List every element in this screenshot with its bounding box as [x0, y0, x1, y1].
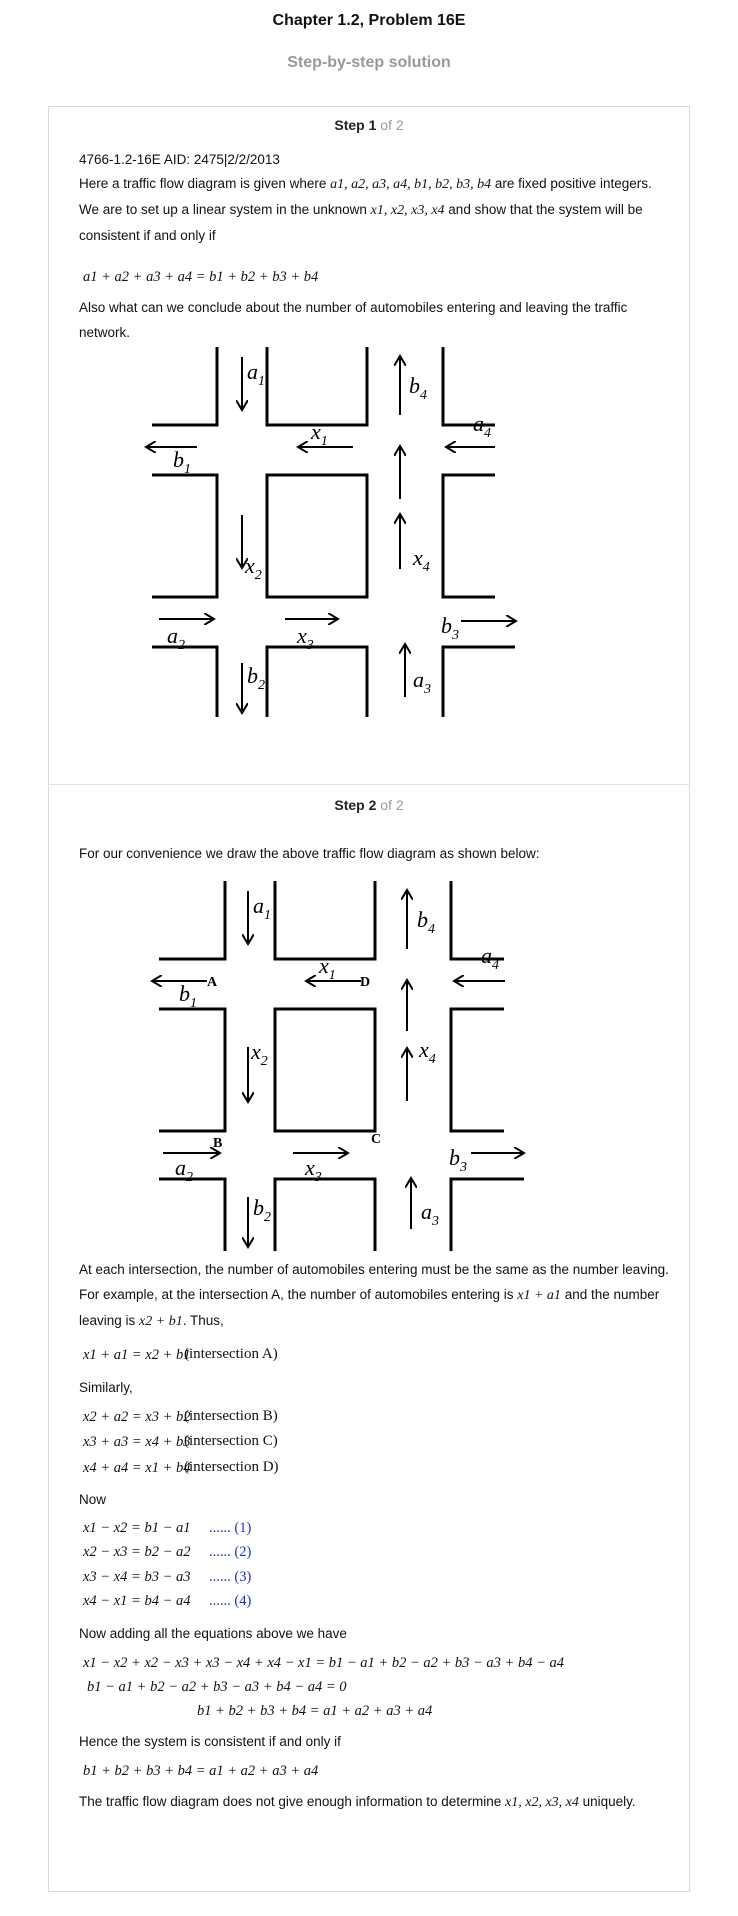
- label-x2: x2: [244, 553, 262, 583]
- traffic-flow-diagram: a1 b4 a4 x1 b1 x2 x4 a2 x3 b3 b2 a3: [75, 347, 535, 717]
- step-1-count: of 2: [380, 117, 404, 133]
- label2-x3: x3: [304, 1155, 322, 1185]
- flow-arrows-2: [153, 891, 523, 1246]
- equation-2-number: ...... (2): [209, 1544, 252, 1560]
- equation-2: x2 − x3 = b2 − a2: [83, 1544, 191, 1560]
- step-1-aid: 4766-1.2-16E AID: 2475|2/2/2013: [79, 152, 280, 167]
- step-2-card: Step 2 of 2 For our convenience we draw …: [48, 784, 690, 1892]
- step-2-intro: For our convenience we draw the above tr…: [79, 846, 540, 861]
- step-1-question: Also what can we conclude about the numb…: [79, 300, 628, 340]
- label2-x4: x4: [418, 1037, 436, 1067]
- unknowns: x1, x2, x3, x4: [370, 203, 445, 218]
- solution-subtitle: Step-by-step solution: [287, 54, 451, 71]
- label-b1: b1: [173, 447, 191, 477]
- hence-text: Hence the system is consistent if and on…: [79, 1734, 341, 1749]
- flow-arrows: [147, 357, 515, 712]
- equation-3-number: ...... (3): [209, 1569, 252, 1585]
- label-b4: b4: [409, 373, 427, 403]
- step-2-heading: Step 2 of 2: [49, 797, 689, 813]
- label-x4: x4: [412, 545, 430, 575]
- intersection-D: D: [360, 975, 370, 990]
- conclusion-unknowns: x1, x2, x3, x4: [505, 1795, 579, 1810]
- equation-1-number: ...... (1): [209, 1520, 252, 1536]
- equation-B-note: (intersection B): [184, 1408, 278, 1424]
- label2-a4: a4: [481, 943, 499, 973]
- label2-b4: b4: [417, 907, 435, 937]
- label-a1: a1: [247, 359, 265, 389]
- equation-4-number: ...... (4): [209, 1593, 252, 1609]
- step-2-count: of 2: [380, 797, 404, 813]
- label2-a2: a2: [175, 1155, 193, 1185]
- equation-D: x4 + a4 = x1 + b4: [83, 1460, 191, 1476]
- equation-C-note: (intersection C): [184, 1433, 278, 1449]
- consistency-condition: a1 + a2 + a3 + a4 = b1 + b2 + b3 + b4: [83, 269, 319, 285]
- traffic-flow-diagram-labeled: a1 b4 a4 x1 b1 x2 x4 a2 x3 b3 b2 a3 A B …: [79, 881, 559, 1251]
- similarly-text: Similarly,: [79, 1380, 133, 1395]
- equation-3: x3 − x4 = b3 − a3: [83, 1569, 191, 1585]
- step-1-intro: Here a traffic flow diagram is given whe…: [79, 176, 652, 243]
- page-title: Chapter 1.2, Problem 16E: [272, 12, 466, 29]
- equation-B: x2 + a2 = x3 + b2: [83, 1409, 191, 1425]
- road-outline: [152, 347, 515, 717]
- label2-b1: b1: [179, 981, 197, 1011]
- equation-D-note: (intersection D): [184, 1459, 279, 1475]
- equation-A: x1 + a1 = x2 + b1: [83, 1347, 191, 1363]
- label-b2: b2: [247, 663, 265, 693]
- equation-4: x4 − x1 = b4 − a4: [83, 1593, 191, 1609]
- sum-line-3: b1 + b2 + b3 + b4 = a1 + a2 + a3 + a4: [197, 1703, 433, 1719]
- label-x1: x1: [310, 419, 328, 449]
- step-1-label: Step 1: [334, 117, 377, 133]
- step-2-paragraph: At each intersection, the number of auto…: [79, 1262, 669, 1329]
- adding-text: Now adding all the equations above we ha…: [79, 1626, 347, 1641]
- intersection-C: C: [371, 1132, 381, 1147]
- label2-a1: a1: [253, 893, 271, 923]
- label-a3: a3: [413, 667, 431, 697]
- given-constants: a1, a2, a3, a4, b1, b2, b3, b4: [330, 177, 492, 192]
- step-2-label: Step 2: [334, 797, 377, 813]
- step-1-card: Step 1 of 2 4766-1.2-16E AID: 2475|2/2/2…: [48, 106, 690, 786]
- label2-b3: b3: [449, 1145, 467, 1175]
- entering-expr: x1 + a1: [517, 1288, 561, 1303]
- leaving-expr: x2 + b1: [139, 1314, 183, 1329]
- intersection-A: A: [207, 975, 218, 990]
- equation-1: x1 − x2 = b1 − a1: [83, 1520, 191, 1536]
- final-condition: b1 + b2 + b3 + b4 = a1 + a2 + a3 + a4: [83, 1763, 319, 1779]
- step-1-heading: Step 1 of 2: [49, 117, 689, 133]
- sum-line-2: b1 − a1 + b2 − a2 + b3 − a3 + b4 − a4 = …: [87, 1679, 347, 1695]
- sum-line-1: x1 − x2 + x2 − x3 + x3 − x4 + x4 − x1 = …: [83, 1655, 565, 1671]
- label-x3: x3: [296, 623, 314, 653]
- label-a4: a4: [473, 411, 491, 441]
- label2-x2: x2: [250, 1039, 268, 1069]
- label2-x1: x1: [318, 953, 336, 983]
- equation-A-note: (intersection A): [184, 1346, 278, 1362]
- road-outline-2: [159, 881, 524, 1251]
- now-text: Now: [79, 1492, 107, 1507]
- equation-C: x3 + a3 = x4 + b3: [83, 1434, 191, 1450]
- label-b3: b3: [441, 613, 459, 643]
- label-a2: a2: [167, 623, 185, 653]
- label2-b2: b2: [253, 1195, 271, 1225]
- label2-a3: a3: [421, 1199, 439, 1229]
- conclusion-text: The traffic flow diagram does not give e…: [79, 1794, 636, 1810]
- intersection-B: B: [213, 1136, 222, 1151]
